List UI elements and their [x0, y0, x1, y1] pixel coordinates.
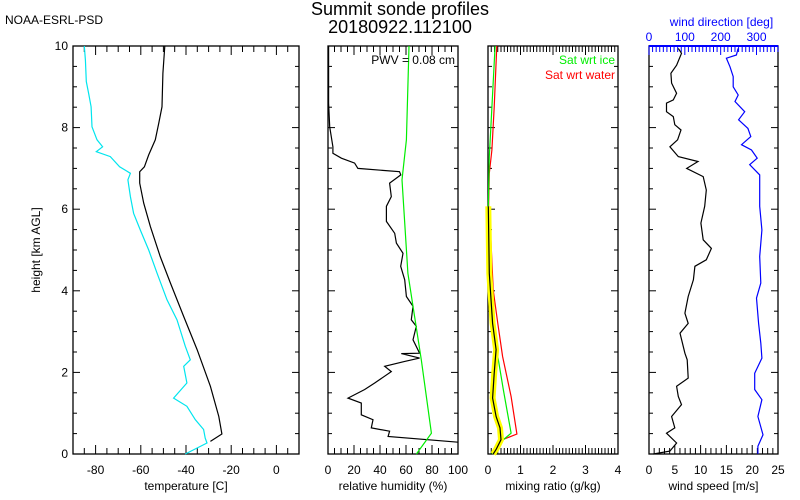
panel-wind: 0 5 10 15 20 25 wind speed [m/s] 0 100 200 300wind…: [646, 15, 785, 493]
series-line-direction: [725, 48, 764, 454]
series-line-speed: [653, 48, 713, 455]
x-tick-label: -40: [177, 463, 195, 477]
x2-tick-label: 200: [711, 30, 731, 44]
x-tick-label: 0: [646, 463, 653, 477]
series-line-rh: [328, 46, 459, 443]
x-axis-label: relative humidity (%): [339, 479, 448, 493]
x-tick-label: 3: [582, 463, 589, 477]
y-tick-label: 8: [61, 121, 68, 135]
org-label: NOAA-ESRL-PSD: [5, 13, 103, 27]
x-tick-label: 0: [325, 463, 332, 477]
y-tick-label: 0: [61, 447, 68, 461]
x-tick-label: 0: [485, 463, 492, 477]
x-tick-label: -60: [132, 463, 150, 477]
pwv-annotation: PWV = 0.08 cm: [371, 53, 455, 67]
x-axis-label: mixing ratio (g/kg): [505, 479, 600, 493]
x-tick-label: 5: [671, 463, 678, 477]
x-tick-label: 10: [694, 463, 708, 477]
x-tick-label: 2: [550, 463, 557, 477]
series-line-temperature: [139, 45, 223, 442]
chart-subtitle: 20180922.112100: [328, 17, 472, 37]
panel-temperature: 0 2 4 6 8 10 -80 -60 -40 -20 0 temperature [C]: [55, 39, 300, 493]
x-tick-label: 40: [373, 463, 387, 477]
series-line-rh_ice_saturation: [401, 45, 433, 455]
y-tick-label: 6: [61, 202, 68, 216]
x-axis-label: wind speed [m/s]: [667, 479, 758, 493]
x-tick-label: 4: [615, 463, 622, 477]
series-line-dewpoint: [83, 45, 208, 455]
legend-sat-water: Sat wrt water: [545, 68, 615, 82]
series-line-mixing_ratio: [487, 206, 502, 455]
y-tick-label: 10: [55, 39, 69, 53]
x-tick-label: 1: [517, 463, 524, 477]
legend-sat-ice: Sat wrt ice: [559, 53, 615, 67]
y-tick-label: 2: [61, 365, 68, 379]
y-axis-label: height [km AGL]: [29, 207, 43, 292]
x-tick-label: 100: [448, 463, 468, 477]
x2-tick-label: 300: [746, 30, 766, 44]
x-axis-label: temperature [C]: [144, 479, 227, 493]
x2-axis-label: wind direction [deg]: [669, 15, 773, 29]
x2-tick-label: 100: [675, 30, 695, 44]
chart-title: Summit sonde profiles: [311, 0, 489, 19]
x2-tick-label: 0: [646, 30, 653, 44]
x-tick-label: -20: [223, 463, 241, 477]
x-tick-label: 20: [746, 463, 760, 477]
x-tick-label: 80: [425, 463, 439, 477]
x-tick-label: 20: [347, 463, 361, 477]
x-tick-label: 0: [273, 463, 280, 477]
x-tick-label: -80: [87, 463, 105, 477]
x-tick-label: 15: [720, 463, 734, 477]
y-tick-label: 4: [61, 284, 68, 298]
x-tick-label: 25: [771, 463, 785, 477]
x-tick-label: 60: [399, 463, 413, 477]
